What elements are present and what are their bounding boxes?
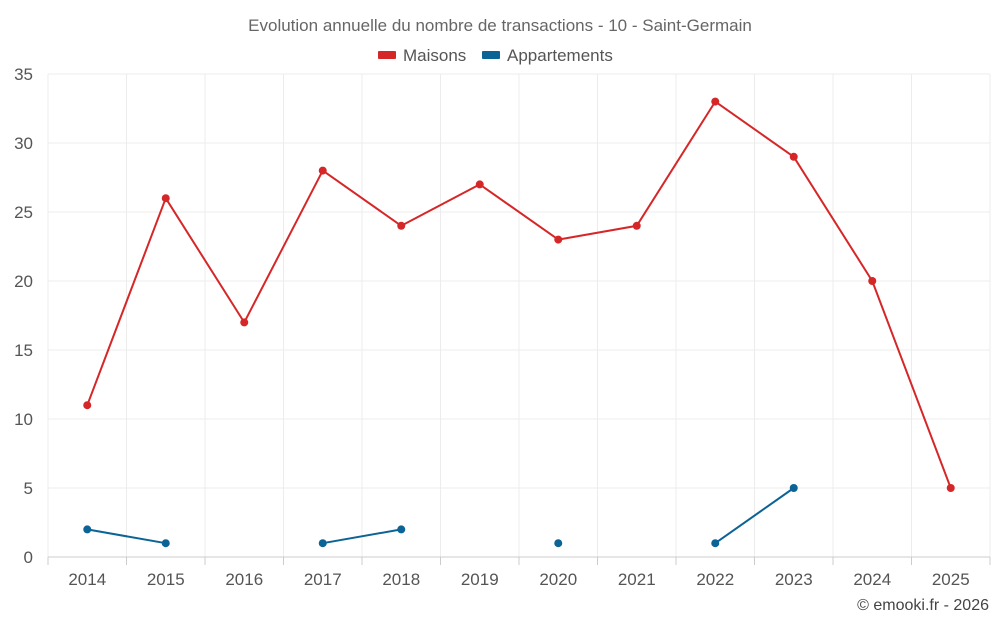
series-line-appartements-2 — [714, 487, 795, 545]
point-maisons-2025 — [946, 484, 955, 492]
x-tick-label-2021: 2021 — [618, 570, 656, 589]
point-maisons-2020 — [554, 235, 563, 244]
legend-label-maisons[interactable]: Maisons — [403, 46, 466, 65]
x-tick-label-2015: 2015 — [147, 570, 185, 589]
chart-title: Evolution annuelle du nombre de transact… — [248, 16, 752, 35]
point-maisons-2019 — [475, 180, 484, 189]
point-appartements-2023 — [789, 484, 798, 492]
x-tick-label-2019: 2019 — [461, 570, 499, 589]
legend-label-appartements[interactable]: Appartements — [507, 46, 613, 65]
y-tick-label-5: 5 — [24, 479, 33, 498]
x-tick-label-2016: 2016 — [225, 570, 263, 589]
series-line-maisons-0 — [86, 100, 952, 489]
point-maisons-2024 — [868, 277, 877, 285]
series-line-appartements-0 — [87, 528, 166, 545]
y-tick-label-20: 20 — [14, 272, 33, 291]
point-appartements-2017 — [318, 539, 327, 548]
x-tick-label-2024: 2024 — [853, 570, 891, 589]
y-tick-label-0: 0 — [24, 548, 33, 567]
grid — [47, 73, 991, 557]
point-appartements-2022 — [711, 539, 720, 548]
point-maisons-2022 — [711, 97, 720, 106]
point-appartements-2018 — [397, 525, 406, 534]
series-layer — [83, 97, 955, 548]
credit-text: © emooki.fr - 2026 — [857, 597, 989, 614]
x-tick-label-2018: 2018 — [382, 570, 420, 589]
x-axis: 2014 2015 2016 2017 2018 2019 2020 2021 2022 2023… — [47, 556, 991, 589]
x-tick-label-2023: 2023 — [775, 570, 813, 589]
x-tick-label-2014: 2014 — [68, 570, 106, 589]
point-maisons-2023 — [789, 152, 798, 161]
y-tick-label-30: 30 — [14, 134, 33, 153]
point-maisons-2016 — [240, 318, 249, 327]
x-tick-label-2025: 2025 — [932, 570, 970, 589]
point-maisons-2014 — [83, 401, 92, 410]
y-axis: 0 5 10 15 20 25 30 35 — [14, 65, 33, 567]
point-appartements-2014 — [83, 525, 92, 534]
point-maisons-2021 — [632, 221, 641, 230]
x-tick-label-2020: 2020 — [539, 570, 577, 589]
y-tick-label-10: 10 — [14, 410, 33, 429]
y-tick-label-15: 15 — [14, 341, 33, 360]
x-tick-label-2022: 2022 — [696, 570, 734, 589]
series-line-appartements-1 — [322, 528, 402, 545]
y-tick-label-35: 35 — [14, 65, 33, 84]
point-appartements-2020 — [554, 539, 563, 548]
point-maisons-2018 — [397, 221, 406, 230]
legend-swatch-appartements — [482, 51, 500, 59]
x-tick-label-2017: 2017 — [304, 570, 342, 589]
point-appartements-2015 — [161, 539, 170, 548]
legend-swatch-maisons — [378, 51, 396, 59]
point-maisons-2017 — [318, 166, 327, 175]
legend: Maisons Appartements — [378, 46, 613, 65]
y-tick-label-25: 25 — [14, 203, 33, 222]
point-maisons-2015 — [161, 194, 170, 203]
